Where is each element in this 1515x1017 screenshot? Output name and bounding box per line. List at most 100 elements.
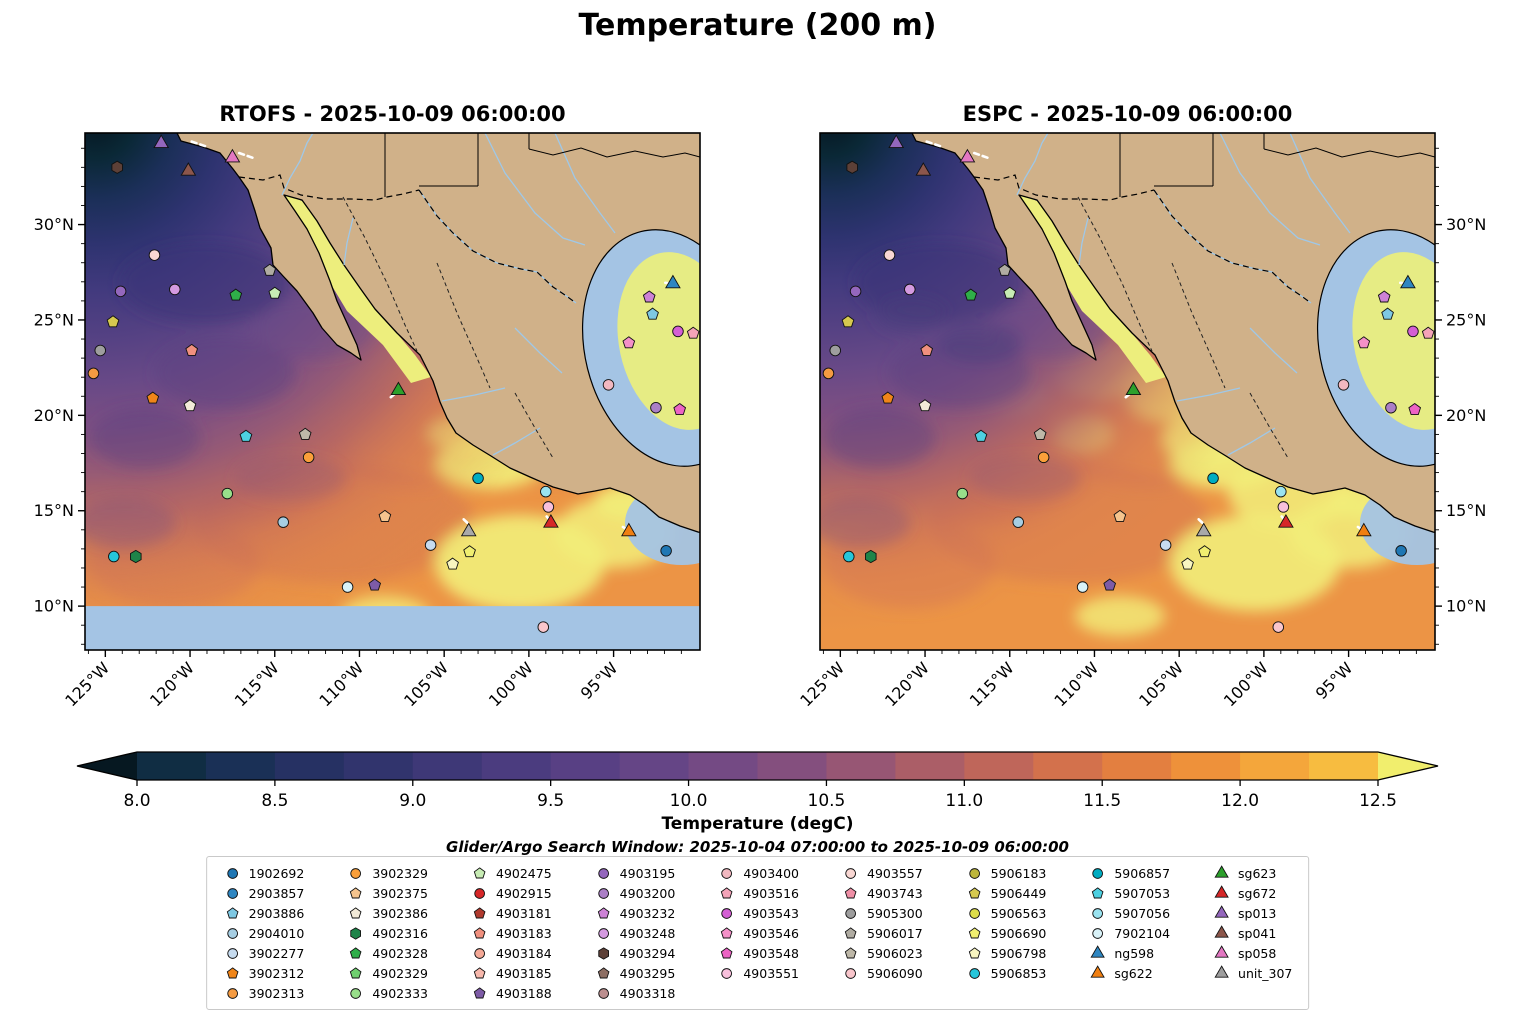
marker-4903200: [1385, 401, 1397, 414]
legend-item-4903188: 4903188: [470, 983, 552, 1003]
legend-item-4903400: 4903400: [717, 863, 799, 883]
colorbar-over-arrow: [1378, 752, 1438, 780]
marker-5907053: [239, 429, 253, 442]
triangle-marker-icon: [1090, 944, 1106, 958]
legend-label: sg672: [1238, 885, 1277, 901]
figure-title: Temperature (200 m): [578, 8, 937, 43]
marker-4902475: [1003, 286, 1017, 299]
marker-5906023: [1033, 427, 1047, 440]
marker-5906853: [843, 550, 855, 563]
marker-3902329: [1037, 451, 1050, 464]
legend-item-3902313: 3902313: [223, 983, 304, 1003]
legend-label: sp041: [1238, 925, 1277, 941]
lon-tick-label: 110°W: [315, 658, 367, 710]
marker-ng598: [1400, 274, 1416, 289]
marker-5906853: [108, 550, 120, 563]
legend-item-5905300: 5905300: [841, 903, 923, 923]
legend-item-4903546: 4903546: [717, 923, 799, 943]
legend-item-3902277: 3902277: [223, 943, 305, 963]
marker-4903232: [642, 290, 656, 303]
pentagon-marker-icon: [968, 926, 981, 938]
marker-4903548: [1408, 402, 1422, 416]
pentagon-marker-icon: [968, 946, 981, 958]
marker-5906449: [106, 315, 120, 328]
hexagon-marker-icon: [597, 946, 609, 960]
marker-4903543: [1407, 325, 1419, 338]
legend-item-4903185: 4903185: [470, 963, 552, 983]
colorbar-under-arrow: [77, 752, 137, 780]
legend-item-sg672: sg672: [1212, 883, 1292, 903]
legend-label: 3902277: [248, 945, 305, 961]
marker-5906090: [537, 621, 550, 633]
legend-item-4902316: 4902316: [346, 923, 428, 943]
circle-marker-icon: [226, 867, 238, 879]
float-markers: [822, 134, 1435, 633]
legend-label: 4903318: [619, 985, 676, 1001]
circle-marker-icon: [474, 887, 485, 899]
circle-marker-icon: [597, 867, 609, 879]
legend-item-5907053: 5907053: [1088, 883, 1170, 903]
colorbar: 8.0 8.5 9.0 9.5 10.0 10.5 11.0 11.5 12.0 12.5: [76, 751, 1439, 811]
marker-5906798: [446, 557, 459, 570]
marker-unit_307: [460, 522, 477, 537]
marker-4903188: [368, 578, 382, 591]
circle-marker-icon: [968, 907, 980, 919]
legend-label: 4902328: [372, 945, 428, 961]
legend-label: 4903516: [743, 885, 800, 901]
legend-item-4903195: 4903195: [594, 863, 676, 883]
marker-5906017: [998, 263, 1012, 276]
legend-label: 5906690: [990, 925, 1047, 941]
marker-3902386: [918, 399, 932, 412]
circle-marker-icon: [226, 927, 238, 939]
marker-4903183: [920, 343, 934, 356]
legend-label: 4903294: [619, 945, 676, 961]
circle-marker-icon: [721, 967, 733, 979]
lat-tick-label: 10°N: [34, 597, 74, 616]
circle-marker-icon: [597, 887, 609, 899]
legend-item-4903183: 4903183: [470, 923, 552, 943]
marker-7902104: [341, 581, 354, 593]
legend-item-ng598: ng598: [1088, 943, 1170, 963]
legend-item-sg622: sg622: [1088, 963, 1170, 983]
marker-4902333: [221, 487, 234, 500]
legend-item-4903743: 4903743: [841, 883, 923, 903]
legend-item-5906023: 5906023: [841, 943, 923, 963]
legend-label: 5905300: [867, 905, 923, 921]
pentagon-marker-icon: [844, 926, 857, 938]
marker-4903548: [673, 402, 687, 416]
legend-label: sp013: [1238, 905, 1277, 921]
marker-4902328: [229, 288, 243, 301]
circle-marker-icon: [1092, 907, 1104, 919]
marker-sp041: [180, 162, 197, 176]
marker-sg672: [1278, 513, 1294, 528]
triangle-marker-icon: [1214, 904, 1229, 918]
marker-2904010: [1012, 516, 1024, 528]
legend-label: 3902375: [372, 885, 428, 901]
legend-item-4903232: 4903232: [594, 903, 675, 923]
marker-4903516: [686, 326, 700, 339]
circle-marker-icon: [968, 867, 980, 879]
lon-tick-label: 115°W: [231, 658, 283, 710]
marker-4903248: [169, 283, 181, 296]
circle-marker-icon: [968, 967, 980, 979]
circle-marker-icon: [845, 967, 856, 979]
circle-marker-icon: [226, 887, 238, 899]
state-borders: [1119, 133, 1435, 197]
marker-5906798: [1181, 557, 1194, 570]
float-markers: [87, 134, 700, 633]
marker-2903886: [646, 307, 659, 320]
legend-item-4903543: 4903543: [717, 903, 799, 923]
marker-4903294: [846, 160, 858, 174]
marker-5907056: [1275, 485, 1287, 498]
marker-sp013: [153, 134, 170, 149]
marker-4903551: [542, 501, 555, 513]
legend-label: 2903857: [248, 885, 305, 901]
colorbar-label: Temperature (degC): [661, 814, 854, 834]
legend-item-4903548: 4903548: [717, 943, 799, 963]
lat-tick-label: 25°N: [34, 310, 74, 329]
axes-frame: [84, 132, 701, 651]
colorbar-tick-label: 12.5: [1359, 791, 1397, 811]
legend-label: 4903195: [619, 865, 676, 881]
marker-5907053: [974, 429, 988, 442]
lon-tick-label: 125°W: [61, 658, 113, 710]
